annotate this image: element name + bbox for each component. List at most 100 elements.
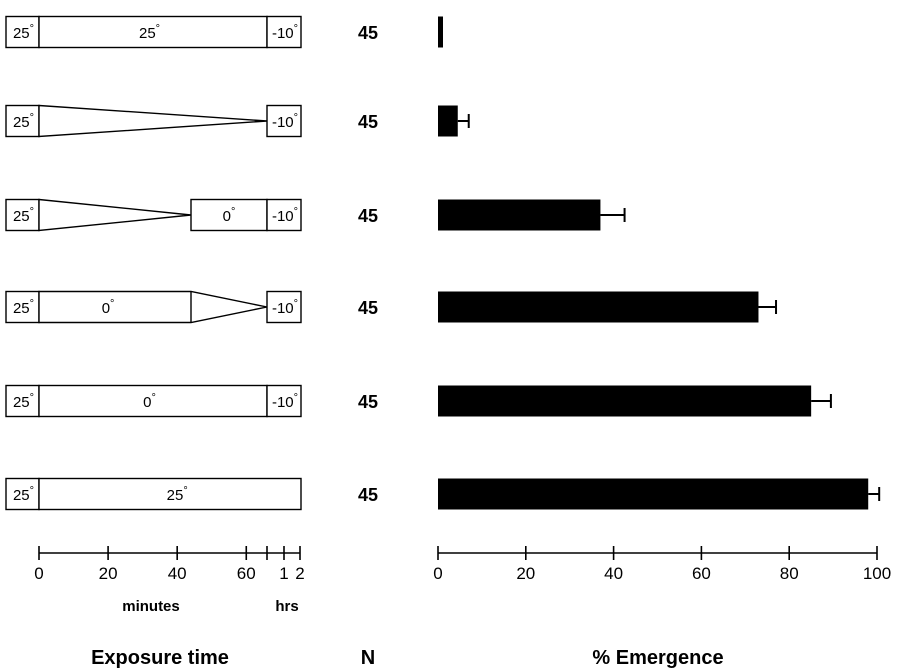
exposure-temp-label-degree: °	[183, 485, 187, 497]
protocol-row-6: 25° 25°	[5, 477, 302, 511]
hour-tick-label: 2	[295, 564, 304, 583]
pre-temp-label-value: 25	[13, 300, 30, 317]
hold-temp-label-degree: °	[231, 206, 235, 218]
exposure-box	[38, 477, 302, 511]
hold-temp-label-value: 0	[102, 300, 110, 317]
exposure-box	[38, 15, 268, 49]
hours-label: hrs	[275, 598, 298, 615]
end-temp-label-degree: °	[294, 23, 298, 35]
end-temp-label-value: -10	[272, 114, 294, 131]
emergence-axis: 0 20 40 60 80 100	[433, 546, 891, 583]
pre-temp-label-value: 25	[13, 208, 30, 225]
exposure-temp-label-degree: °	[156, 23, 160, 35]
pre-temp-label-degree: °	[30, 392, 34, 404]
pre-temp-label-degree: °	[30, 23, 34, 35]
pre-temp-label-value: 25	[13, 114, 30, 131]
pre-temp-label: 25°	[13, 485, 34, 504]
pre-box	[5, 290, 40, 324]
emergence-bar-4	[438, 291, 759, 323]
end-temp-label: -10°	[272, 112, 298, 131]
pre-box	[5, 477, 40, 511]
emergence-bar-5	[438, 385, 812, 417]
protocol-row-2: 25° -10°	[5, 104, 302, 138]
emergence-title: % Emergence	[592, 647, 723, 669]
emergence-bar-3	[438, 199, 601, 231]
end-box	[266, 198, 302, 232]
end-temp-label-value: -10	[272, 300, 294, 317]
cooling-ramp	[38, 198, 192, 232]
pre-temp-label-degree: °	[30, 485, 34, 497]
end-temp-label: -10°	[272, 23, 298, 42]
pre-box	[5, 384, 40, 418]
exposure-box	[38, 384, 268, 418]
n-title: N	[361, 647, 375, 669]
end-temp-label: -10°	[272, 392, 298, 411]
pre-temp-label: 25°	[13, 112, 34, 131]
n-value-5: 45	[358, 392, 378, 412]
exposure-time-title: Exposure time	[91, 647, 229, 669]
pre-temp-label: 25°	[13, 392, 34, 411]
end-temp-label: -10°	[272, 206, 298, 225]
end-temp-label-degree: °	[294, 112, 298, 124]
end-box	[266, 290, 302, 324]
pre-box	[5, 104, 40, 138]
hold-box	[190, 198, 268, 232]
pre-temp-label-degree: °	[30, 298, 34, 310]
emergence-bar-6	[438, 478, 869, 510]
n-value-6: 45	[358, 485, 378, 505]
emergence-bar-1	[438, 16, 443, 48]
n-column: 45 45 45 45 45 45	[358, 23, 378, 505]
n-value-3: 45	[358, 206, 378, 226]
n-value-1: 45	[358, 23, 378, 43]
exposure-tick-label: 60	[237, 564, 256, 583]
end-temp-label-degree: °	[294, 298, 298, 310]
hold-temp-label: 0°	[223, 206, 236, 225]
exposure-temp-label: 25°	[167, 485, 188, 504]
hold-then-ramp	[38, 290, 268, 324]
exposure-temp-label-value: 25	[139, 25, 156, 42]
exposure-temp-label-value: 25	[167, 487, 184, 504]
emergence-tick-label: 100	[863, 564, 891, 583]
end-box	[266, 15, 302, 49]
exposure-time-axis: 0 20 40 60 1 2 minutes hrs	[34, 546, 305, 615]
exposure-temp-label-degree: °	[152, 392, 156, 404]
exposure-protocols: 25° 25° -10°25° -10°25° 0° -10°25° 0° -10°25° 0°…	[5, 15, 302, 511]
end-temp-label-value: -10	[272, 208, 294, 225]
exposure-temp-label-value: 0	[143, 394, 151, 411]
protocol-row-3: 25° 0° -10°	[5, 198, 302, 232]
end-temp-label-value: -10	[272, 394, 294, 411]
end-temp-label: -10°	[272, 298, 298, 317]
pre-temp-label-degree: °	[30, 112, 34, 124]
exposure-temp-label: 0°	[143, 392, 156, 411]
end-temp-label-degree: °	[294, 392, 298, 404]
pre-temp-label-value: 25	[13, 487, 30, 504]
exposure-tick-label: 40	[168, 564, 187, 583]
protocol-row-4: 25° 0° -10°	[5, 290, 302, 324]
n-value-2: 45	[358, 112, 378, 132]
emergence-tick-label: 20	[516, 564, 535, 583]
emergence-tick-label: 80	[780, 564, 799, 583]
emergence-bar-2	[438, 105, 458, 137]
emergence-bars	[438, 16, 881, 510]
protocol-row-1: 25° 25° -10°	[5, 15, 302, 49]
hold-temp-label-degree: °	[110, 298, 114, 310]
hold-temp-label: 0°	[102, 298, 115, 317]
end-box	[266, 384, 302, 418]
cooling-ramp	[38, 104, 268, 138]
pre-temp-label: 25°	[13, 206, 34, 225]
pre-box	[5, 15, 40, 49]
exposure-tick-label: 0	[34, 564, 43, 583]
exposure-temp-label: 25°	[139, 23, 160, 42]
emergence-tick-label: 60	[692, 564, 711, 583]
protocol-row-5: 25° 0° -10°	[5, 384, 302, 418]
pre-temp-label-value: 25	[13, 394, 30, 411]
emergence-tick-label: 40	[604, 564, 623, 583]
pre-temp-label: 25°	[13, 298, 34, 317]
emergence-tick-label: 0	[433, 564, 442, 583]
hold-temp-label-value: 0	[223, 208, 231, 225]
end-box	[266, 104, 302, 138]
end-temp-label-value: -10	[272, 25, 294, 42]
n-value-4: 45	[358, 298, 378, 318]
minutes-label: minutes	[122, 598, 180, 615]
